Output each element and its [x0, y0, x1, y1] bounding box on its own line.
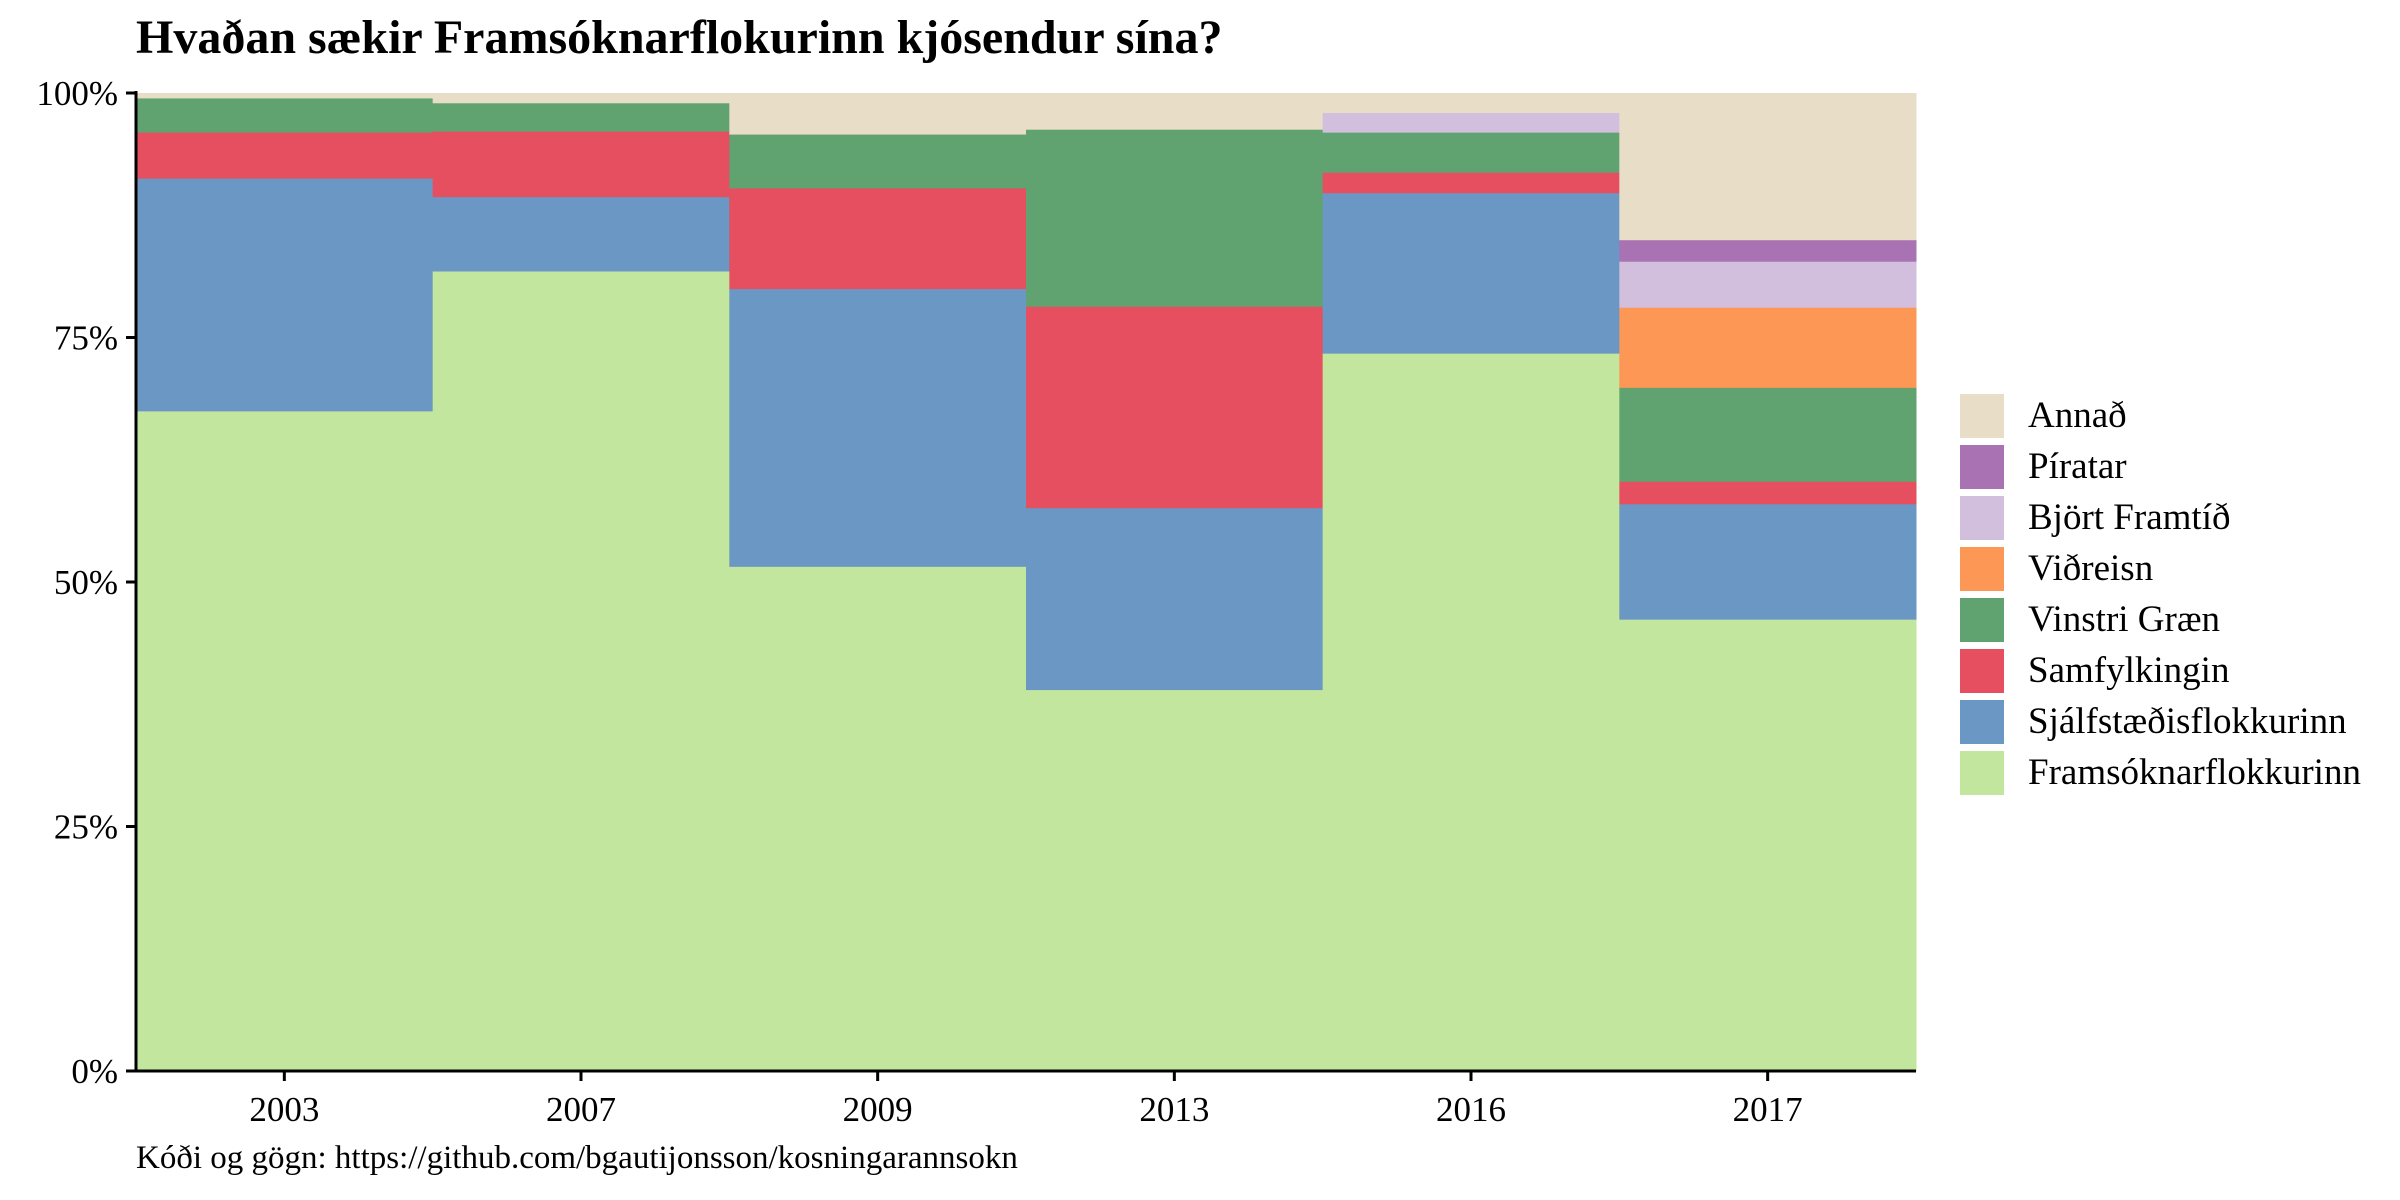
bar-segments — [136, 93, 1917, 1072]
bar-2009-series-3 — [729, 134, 1027, 189]
legend-label: Samfylkingin — [2028, 650, 2230, 691]
bar-2009-series-1 — [729, 288, 1027, 567]
x-tick-label: 2009 — [843, 1090, 913, 1129]
bar-2003-series-0 — [136, 410, 434, 1072]
legend-label: Sjálfstæðisflokkurinn — [2028, 701, 2347, 742]
bar-2007-series-2 — [432, 131, 730, 198]
bar-2013-series-7 — [1026, 93, 1324, 130]
y-tick-label: 0% — [71, 1052, 118, 1091]
bar-2017-series-5 — [1619, 261, 1917, 308]
legend-swatch — [1960, 699, 2004, 744]
legend-label: Viðreisn — [2028, 548, 2154, 589]
bar-2017-series-6 — [1619, 239, 1917, 262]
x-tick-label: 2013 — [1139, 1090, 1209, 1129]
legend-item: Sjálfstæðisflokkurinn — [1960, 696, 2390, 747]
y-tick-label: 75% — [54, 319, 118, 358]
bar-2016-series-0 — [1322, 353, 1620, 1072]
bar-2016-series-5 — [1322, 112, 1620, 133]
legend-item: Annað — [1960, 390, 2390, 441]
legend-swatch — [1960, 495, 2004, 540]
legend: Annað Píratar Björt Framtíð Viðreisn Vinstri… — [1960, 390, 2390, 798]
x-tick-label: 2017 — [1733, 1090, 1803, 1129]
bar-2009-series-0 — [729, 566, 1027, 1072]
legend-swatch — [1960, 648, 2004, 693]
bar-2003-series-1 — [136, 178, 434, 412]
bar-2007-series-3 — [432, 102, 730, 132]
legend-swatch — [1960, 444, 2004, 489]
bar-2003-series-2 — [136, 132, 434, 179]
source-caption: Kóði og gögn: https://github.com/bgautij… — [136, 1140, 1018, 1176]
bar-2013-series-0 — [1026, 689, 1324, 1072]
chart-title: Hvaðan sækir Framsóknarflokurinn kjósend… — [136, 11, 1223, 64]
legend-swatch — [1960, 393, 2004, 438]
x-tick-label: 2016 — [1436, 1090, 1506, 1129]
bar-2009-series-2 — [729, 187, 1027, 290]
legend-label: Björt Framtíð — [2028, 497, 2231, 538]
bar-2017-series-7 — [1619, 93, 1917, 241]
legend-label: Annað — [2028, 395, 2127, 436]
y-tick-label: 50% — [54, 563, 118, 602]
bar-2017-series-4 — [1619, 307, 1917, 388]
y-tick-label: 25% — [54, 808, 118, 847]
legend-item: Björt Framtíð — [1960, 492, 2390, 543]
bar-2003-series-3 — [136, 97, 434, 133]
bar-2003-series-7 — [136, 93, 434, 99]
legend-label: Framsóknarflokkurinn — [2028, 752, 2361, 793]
bar-2017-series-3 — [1619, 387, 1917, 482]
bar-2009-series-7 — [729, 93, 1027, 135]
bar-2013-series-3 — [1026, 129, 1324, 307]
legend-item: Píratar — [1960, 441, 2390, 492]
bar-2007-series-7 — [432, 93, 730, 104]
bar-2017-series-0 — [1619, 619, 1917, 1072]
bar-2007-series-1 — [432, 196, 730, 272]
bar-2016-series-2 — [1322, 172, 1620, 194]
bar-2016-series-1 — [1322, 192, 1620, 354]
bar-2007-series-0 — [432, 270, 730, 1072]
y-tick-label: 100% — [36, 74, 118, 113]
bar-2016-series-3 — [1322, 132, 1620, 173]
bar-2013-series-1 — [1026, 507, 1324, 691]
legend-label: Píratar — [2028, 446, 2127, 487]
bar-2016-series-7 — [1322, 93, 1620, 114]
legend-item: Framsóknarflokkurinn — [1960, 747, 2390, 798]
bar-2013-series-2 — [1026, 306, 1324, 509]
legend-item: Viðreisn — [1960, 543, 2390, 594]
legend-swatch — [1960, 750, 2004, 795]
legend-item: Vinstri Græn — [1960, 594, 2390, 645]
x-tick-label: 2007 — [546, 1090, 616, 1129]
legend-item: Samfylkingin — [1960, 645, 2390, 696]
x-tick-label: 2003 — [249, 1090, 319, 1129]
bar-2017-series-1 — [1619, 503, 1917, 620]
legend-swatch — [1960, 597, 2004, 642]
tick-labels: 0% 25% 50% 75% 100% 2003 2007 2009 2013 2016 2017 — [36, 74, 1802, 1129]
legend-label: Vinstri Græn — [2028, 599, 2221, 640]
legend-swatch — [1960, 546, 2004, 591]
bar-2017-series-2 — [1619, 481, 1917, 505]
